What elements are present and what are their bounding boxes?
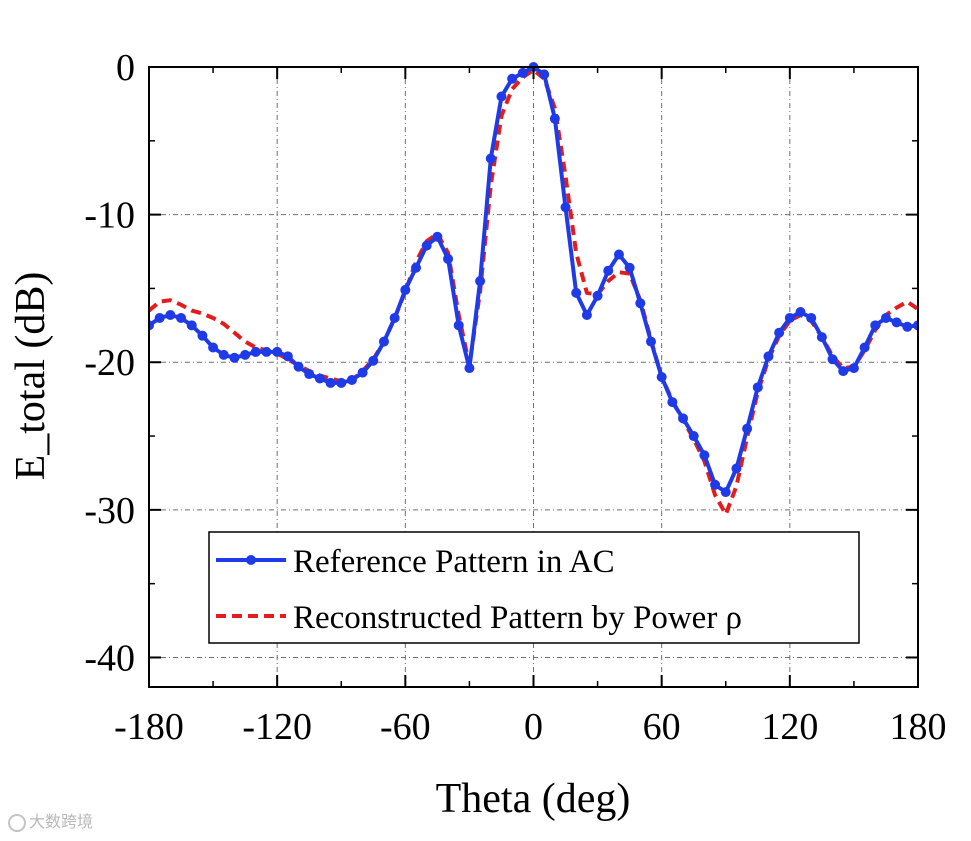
data-point-reference — [795, 307, 806, 318]
data-point-reference — [485, 153, 496, 164]
x-tick-label: 120 — [761, 706, 818, 748]
y-tick-label: -40 — [84, 637, 135, 679]
data-point-reference — [635, 298, 646, 309]
data-point-reference — [731, 463, 742, 474]
data-point-reference — [261, 346, 272, 357]
data-point-reference — [560, 202, 571, 213]
data-point-reference — [752, 382, 763, 393]
data-point-reference — [656, 372, 667, 382]
data-point-reference — [710, 479, 721, 490]
data-point-reference — [272, 346, 283, 357]
x-axis-title: Theta (deg) — [436, 776, 631, 822]
data-point-reference — [453, 320, 464, 331]
y-axis-title: E_total (dB) — [8, 272, 54, 481]
data-point-reference — [838, 366, 849, 377]
data-point-reference — [176, 312, 187, 323]
data-point-reference — [186, 320, 197, 331]
tick-labels: -180 -120 -60 0 60 120 180 0 -10 -20 -30 -40 — [84, 47, 946, 748]
data-point-reference — [149, 320, 154, 331]
data-point-reference — [336, 377, 347, 388]
data-point-reference — [208, 342, 219, 353]
data-point-reference — [880, 312, 891, 323]
data-point-reference — [282, 351, 293, 362]
data-point-reference — [699, 450, 710, 461]
data-point-reference — [549, 113, 560, 124]
data-point-reference — [816, 332, 827, 343]
data-point-reference — [421, 240, 432, 251]
data-point-reference — [443, 253, 454, 264]
data-point-reference — [806, 312, 817, 323]
y-tick-label: -10 — [84, 195, 135, 237]
data-point-reference — [688, 431, 699, 442]
data-point-reference — [304, 369, 315, 380]
x-tick-label: -120 — [242, 706, 312, 748]
data-point-reference — [314, 373, 325, 384]
y-tick-label: 0 — [116, 47, 135, 89]
data-point-reference — [581, 310, 592, 320]
data-point-reference — [378, 336, 389, 347]
data-point-reference — [165, 310, 176, 320]
data-point-reference — [432, 231, 443, 242]
data-point-reference — [784, 312, 795, 323]
data-point-reference — [624, 262, 635, 273]
data-point-reference — [592, 290, 603, 301]
data-point-reference — [496, 91, 507, 102]
data-point-reference — [774, 327, 785, 338]
data-point-reference — [368, 355, 379, 366]
data-point-reference — [603, 265, 614, 276]
data-point-reference — [346, 374, 357, 385]
data-point-reference — [891, 317, 902, 328]
data-point-reference — [742, 423, 753, 434]
data-point-reference — [613, 249, 624, 260]
data-point-reference — [240, 349, 251, 360]
data-point-reference — [902, 321, 913, 332]
data-point-reference — [870, 320, 881, 331]
data-point-reference — [325, 377, 336, 388]
data-point-reference — [400, 284, 411, 295]
data-point-reference — [475, 276, 486, 287]
legend-marker-reference — [246, 555, 256, 565]
x-tick-label: 0 — [524, 706, 543, 748]
data-point-reference — [229, 352, 240, 363]
data-point-reference — [464, 363, 475, 374]
data-point-reference — [848, 363, 859, 374]
data-point-reference — [218, 349, 229, 360]
y-tick-label: -30 — [84, 490, 135, 532]
data-point-reference — [357, 367, 368, 378]
data-point-reference — [507, 73, 518, 84]
data-point-reference — [720, 487, 731, 498]
legend-label-reference: Reference Pattern in AC — [293, 544, 615, 580]
data-point-reference — [389, 312, 400, 323]
x-tick-label: -60 — [380, 706, 431, 748]
x-tick-label: 60 — [643, 706, 681, 748]
axis-ticks — [148, 66, 919, 687]
data-point-reference — [827, 354, 838, 365]
watermark-logo-icon — [8, 813, 26, 832]
y-tick-label: -20 — [84, 342, 135, 384]
data-point-reference — [913, 320, 918, 331]
legend-label-reconstructed: Reconstructed Pattern by Power ρ — [293, 600, 742, 636]
data-point-reference — [293, 361, 304, 372]
x-tick-label: 180 — [890, 706, 947, 748]
data-point-reference — [517, 67, 528, 78]
data-point-reference — [571, 287, 582, 298]
data-point-reference — [539, 69, 550, 80]
legend: Reference Pattern in AC Reconstructed Pa… — [208, 531, 860, 644]
data-point-reference — [667, 397, 678, 408]
data-point-reference — [678, 413, 689, 424]
legend-box — [208, 531, 860, 644]
data-point-reference — [197, 330, 208, 341]
data-point-reference — [763, 351, 774, 362]
data-point-reference — [645, 336, 656, 347]
watermark: 大数跨境 — [8, 808, 93, 832]
watermark-text: 大数跨境 — [29, 812, 94, 831]
data-point-reference — [154, 312, 165, 323]
data-point-reference — [411, 262, 422, 273]
x-tick-label: -180 — [114, 706, 184, 748]
data-point-reference — [250, 346, 261, 357]
data-point-reference — [859, 342, 870, 353]
